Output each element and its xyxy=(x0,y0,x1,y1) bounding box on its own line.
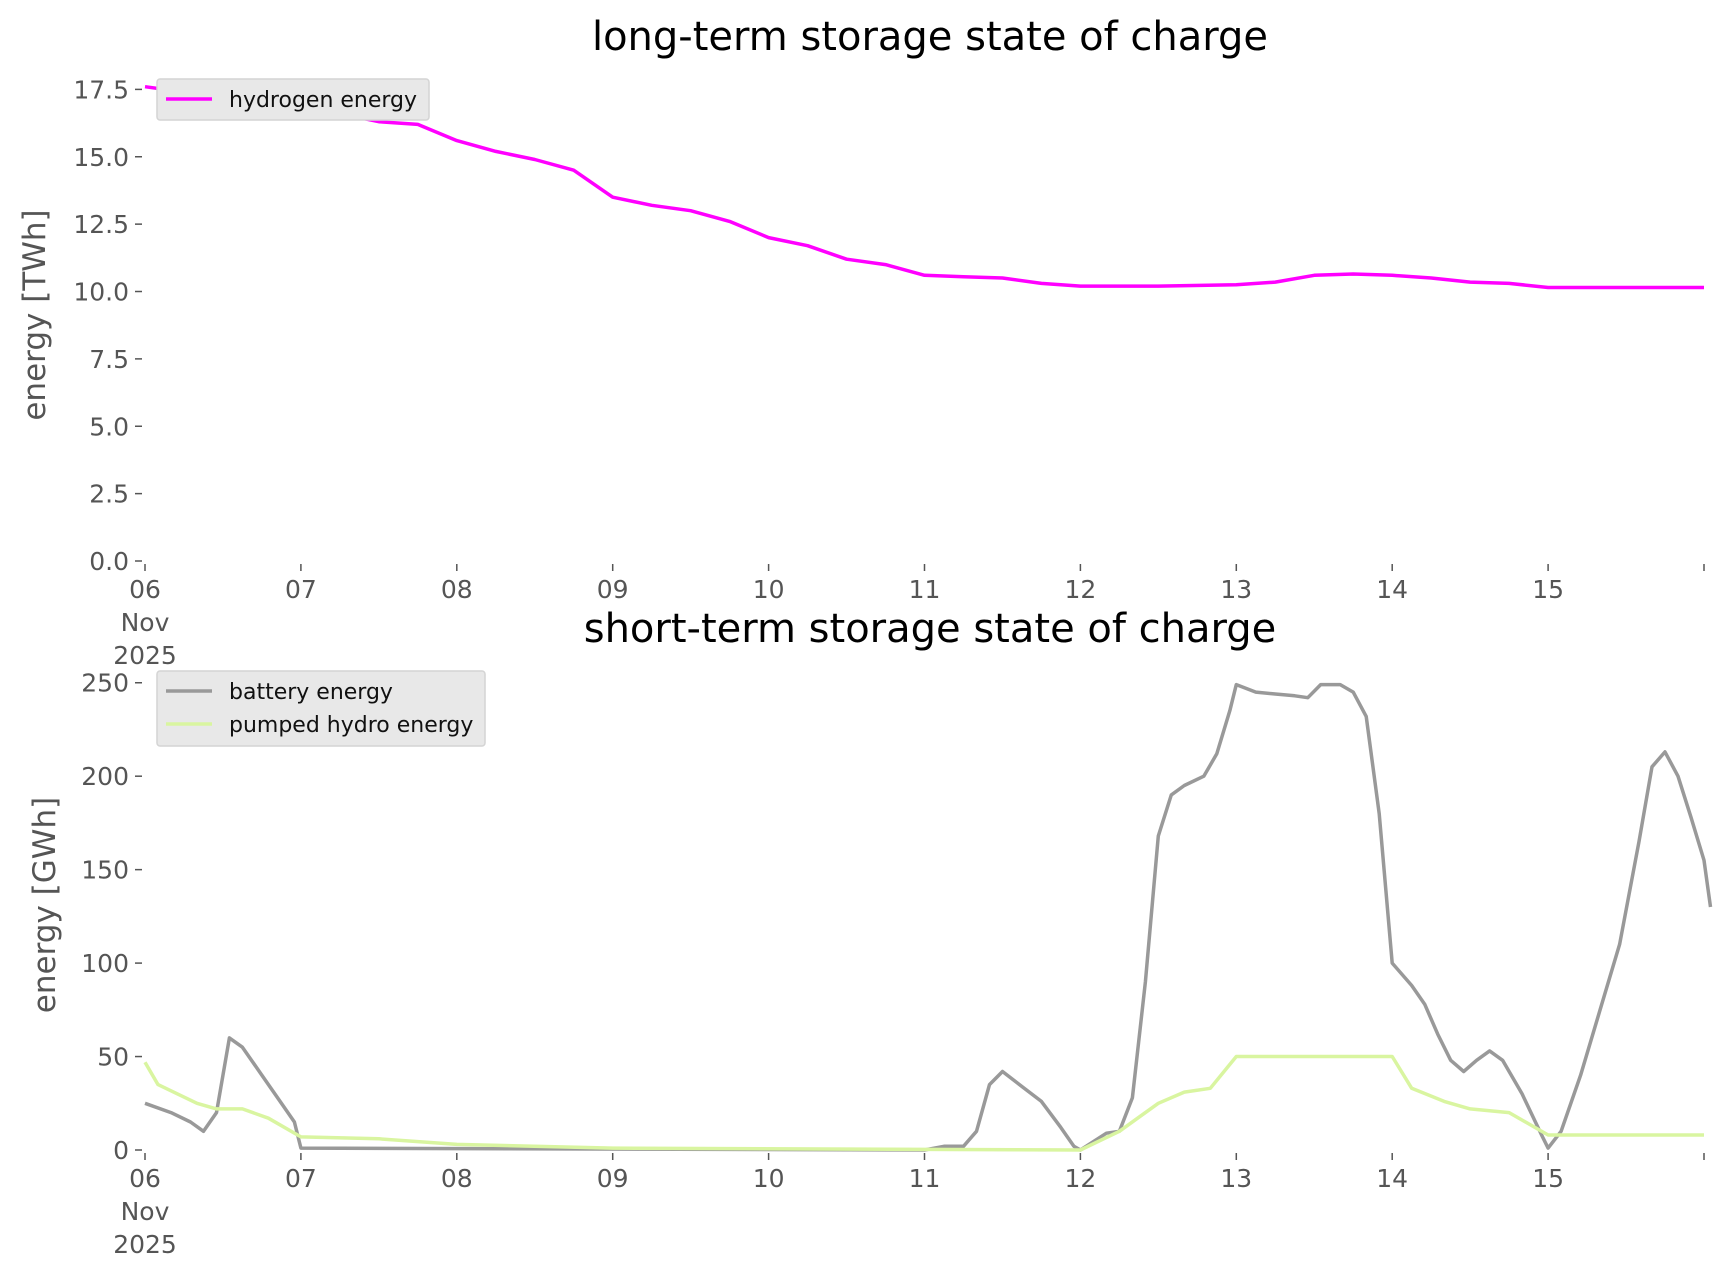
x-tick-label: 07 xyxy=(285,1164,317,1193)
chart-long-term: long-term storage state of charge energy… xyxy=(17,14,1705,670)
x-tick-label: 15 xyxy=(1532,575,1564,604)
y-tick-label: 0.0 xyxy=(89,547,129,576)
series-line-battery-energy xyxy=(144,682,1713,1152)
x-tick-label: 13 xyxy=(1220,575,1252,604)
series-line-pumped-hydro-energy xyxy=(143,1054,1704,1152)
legend-label: battery energy xyxy=(229,680,393,705)
x-tick-label: 14 xyxy=(1376,575,1408,604)
legend: hydrogen energy xyxy=(156,78,430,121)
x-tick-label: 07 xyxy=(285,575,317,604)
chart-title: long-term storage state of charge xyxy=(592,14,1268,60)
legend: battery energy pumped hydro energy xyxy=(156,670,486,747)
x-tick-label: 11 xyxy=(909,575,941,604)
y-axis-label: energy [GWh] xyxy=(27,797,63,1013)
chart-title: short-term storage state of charge xyxy=(584,606,1277,652)
x-tick-label: 12 xyxy=(1064,1164,1096,1193)
tick-layer: 0.0 2.5 5.0 7.5 10.0 12.5 15.0 17.5 06 Nov 2025 07 0… xyxy=(73,75,1705,670)
x-tick-label: 10 xyxy=(753,1164,785,1193)
tick-layer: 0 50 100 150 200 250 06 Nov 2025 07 08 09 10 11 12 13 14… xyxy=(81,669,1705,1259)
y-tick-label: 5.0 xyxy=(89,412,129,441)
x-tick-label: 08 xyxy=(441,1164,473,1193)
chart-short-term: short-term storage state of charge energ… xyxy=(27,606,1713,1259)
series-line-hydrogen-energy xyxy=(144,84,1704,290)
series-layer xyxy=(143,682,1713,1152)
x-tick-label: 08 xyxy=(441,575,473,604)
y-tick-label: 15.0 xyxy=(73,143,129,172)
x-tick-label: 12 xyxy=(1064,575,1096,604)
x-tick-label: 11 xyxy=(909,1164,941,1193)
y-tick-label: 150 xyxy=(81,856,129,885)
legend-box xyxy=(156,78,430,121)
x-tick-label: 15 xyxy=(1532,1164,1564,1193)
x-tick-label: 13 xyxy=(1220,1164,1252,1193)
x-tick-label: 14 xyxy=(1376,1164,1408,1193)
x-tick-label: 06 Nov 2025 xyxy=(113,1164,177,1259)
y-tick-label: 200 xyxy=(81,762,129,791)
series-layer xyxy=(144,84,1704,290)
y-tick-label: 50 xyxy=(97,1043,129,1072)
legend-label: hydrogen energy xyxy=(229,88,417,113)
x-tick-label: 10 xyxy=(753,575,785,604)
legend-box xyxy=(156,670,486,747)
y-tick-label: 2.5 xyxy=(89,480,129,509)
y-tick-label: 0 xyxy=(113,1136,129,1165)
y-tick-label: 100 xyxy=(81,949,129,978)
x-tick-label: 09 xyxy=(597,575,629,604)
x-tick-label: 09 xyxy=(597,1164,629,1193)
y-tick-label: 10.0 xyxy=(73,278,129,307)
y-tick-label: 12.5 xyxy=(73,210,129,239)
y-tick-label: 7.5 xyxy=(89,345,129,374)
x-tick-label: 06 Nov 2025 xyxy=(113,575,177,670)
y-tick-label: 250 xyxy=(81,669,129,698)
y-axis-label: energy [TWh] xyxy=(17,209,53,420)
y-tick-label: 17.5 xyxy=(73,75,129,104)
legend-label: pumped hydro energy xyxy=(229,713,473,738)
